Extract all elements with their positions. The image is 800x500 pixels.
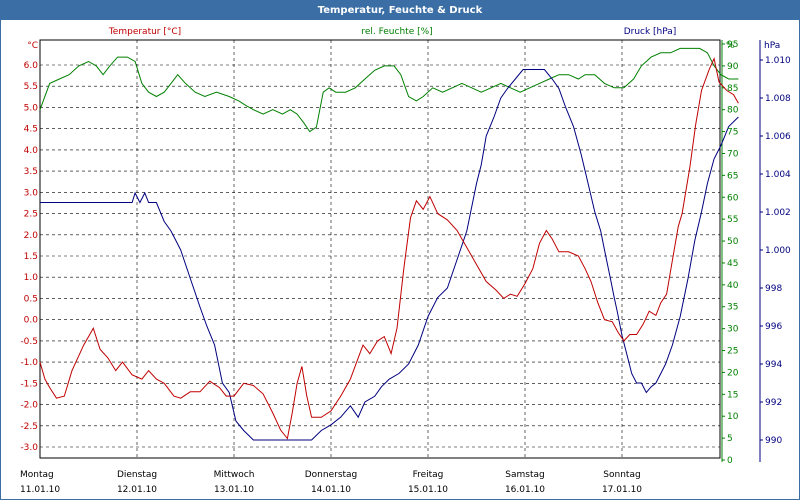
- pressure-tick: 990: [765, 436, 782, 446]
- pressure-tick: 1.002: [765, 208, 791, 218]
- pressure-tick: 992: [765, 398, 782, 408]
- temperature-tick: 0.5: [24, 294, 38, 304]
- pressure-tick: 1.006: [765, 132, 791, 142]
- humidity-tick: 50: [727, 237, 739, 247]
- pressure-tick: 1.008: [765, 94, 791, 104]
- chart-axes: [39, 39, 763, 462]
- temperature-series-label: Temperatur [°C]: [108, 27, 181, 37]
- temperature-tick: 5.5: [24, 82, 38, 92]
- humidity-tick: 55: [727, 215, 738, 225]
- temperature-tick: 1.0: [24, 273, 39, 283]
- x-day-label: Dienstag: [117, 470, 157, 480]
- pressure-tick: 1.010: [765, 56, 791, 66]
- pressure-tick: 994: [765, 360, 782, 370]
- temperature-tick: 4.0: [24, 146, 39, 156]
- humidity-tick: 0: [727, 456, 733, 466]
- x-day-label: Freitag: [413, 470, 444, 480]
- x-day-label: Montag: [20, 470, 54, 480]
- temperature-tick: 0.0: [24, 316, 39, 326]
- series-lines: [39, 47, 739, 441]
- humidity-tick: 90: [727, 62, 739, 72]
- temperature-tick: 4.5: [24, 125, 38, 135]
- pressure-tick: 1.000: [765, 246, 791, 256]
- temperature-tick: -0.5: [20, 337, 38, 347]
- temperature-tick: 3.0: [24, 188, 39, 198]
- temperature-tick: -1.0: [20, 358, 38, 368]
- humidity-tick: 35: [727, 303, 738, 313]
- x-date-label: 12.01.10: [117, 485, 157, 495]
- temperature-tick: 5.0: [24, 103, 39, 113]
- humidity-tick: 15: [727, 390, 738, 400]
- x-day-label: Donnerstag: [305, 470, 358, 480]
- temperature-tick: 2.0: [24, 231, 39, 241]
- pressure-unit: hPa: [764, 41, 780, 51]
- humidity-tick: 45: [727, 259, 738, 269]
- x-date-label: 17.01.10: [602, 485, 642, 495]
- humidity-series-label: rel. Feuchte [%]: [361, 27, 432, 37]
- axis-labels: 6.0 5.5 5.0 4.5 4.0 3.5 3.0 2.5 2.0 1.5 1.0 0.5 0.0 -…: [20, 40, 791, 495]
- humidity-unit: %: [726, 41, 735, 51]
- temperature-tick: -2.0: [20, 401, 38, 411]
- x-day-label: Samstag: [505, 470, 544, 480]
- humidity-tick: 65: [727, 171, 738, 181]
- humidity-tick: 30: [727, 325, 739, 335]
- x-date-label: 13.01.10: [214, 485, 254, 495]
- x-day-label: Mittwoch: [214, 470, 255, 480]
- humidity-tick: 60: [727, 193, 739, 203]
- humidity-tick: 20: [727, 368, 739, 378]
- x-date-label: 16.01.10: [505, 485, 545, 495]
- humidity-tick: 5: [727, 434, 733, 444]
- temperature-tick: 2.5: [24, 210, 38, 220]
- humidity-line: [39, 47, 739, 133]
- humidity-tick: 10: [727, 412, 739, 422]
- humidity-tick: 40: [727, 281, 739, 291]
- humidity-tick: 70: [727, 149, 739, 159]
- pressure-tick: 998: [765, 284, 782, 294]
- pressure-tick: 1.004: [765, 170, 791, 180]
- temperature-unit: °C: [27, 41, 38, 51]
- humidity-tick: 25: [727, 347, 738, 357]
- humidity-tick: 85: [727, 84, 738, 94]
- x-date-label: 11.01.10: [20, 485, 60, 495]
- temperature-tick: -1.5: [20, 379, 38, 389]
- humidity-tick: 95: [727, 40, 738, 50]
- x-date-label: 14.01.10: [311, 485, 351, 495]
- temperature-tick: -2.5: [20, 422, 38, 432]
- x-date-label: 15.01.10: [408, 485, 448, 495]
- x-day-label: Sonntag: [603, 470, 640, 480]
- grid: [40, 40, 720, 458]
- temperature-tick: 6.0: [24, 61, 39, 71]
- temperature-tick: -3.0: [20, 443, 38, 453]
- humidity-tick: 75: [727, 128, 738, 138]
- temperature-tick: 1.5: [24, 252, 38, 262]
- temperature-line: [39, 56, 739, 440]
- plot-frame: [39, 39, 721, 459]
- pressure-series-label: Druck [hPa]: [624, 27, 677, 37]
- window-title: Temperatur, Feuchte & Druck: [1, 1, 799, 20]
- pressure-line: [40, 69, 739, 441]
- pressure-tick: 996: [765, 322, 782, 332]
- temperature-tick: 3.5: [24, 167, 38, 177]
- humidity-tick: 80: [727, 106, 739, 116]
